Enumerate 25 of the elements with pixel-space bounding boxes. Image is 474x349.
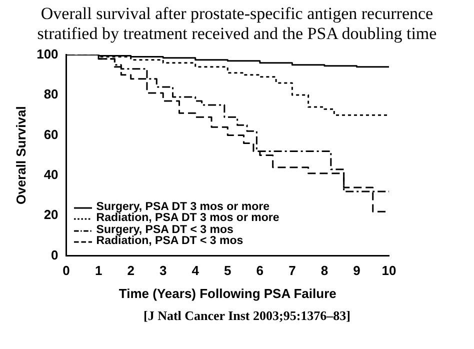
legend-label: Surgery, PSA DT 3 mos or more bbox=[96, 200, 270, 213]
legend-label: Surgery, PSA DT < 3 mos bbox=[96, 224, 234, 236]
y-tick-label: 80 bbox=[44, 86, 58, 102]
y-tick-label: 100 bbox=[36, 46, 58, 62]
x-tick-label: 9 bbox=[353, 263, 360, 278]
x-tick-label: 10 bbox=[382, 263, 396, 278]
legend-label: Radiation, PSA DT 3 mos or more bbox=[96, 212, 280, 225]
x-tick-label: 0 bbox=[62, 263, 70, 278]
y-tick-label: 0 bbox=[51, 247, 58, 262]
x-tick-label: 3 bbox=[159, 263, 167, 278]
x-tick-label: 4 bbox=[192, 263, 200, 278]
x-axis-title: Time (Years) Following PSA Failure bbox=[118, 286, 336, 301]
x-tick-label: 1 bbox=[94, 263, 102, 278]
x-tick-label: 6 bbox=[256, 263, 264, 278]
y-tick-label: 20 bbox=[44, 207, 58, 222]
x-tick-label: 8 bbox=[320, 263, 328, 278]
y-tick-label: 60 bbox=[44, 126, 58, 142]
y-tick-label: 40 bbox=[44, 166, 58, 182]
legend-label: Radiation, PSA DT < 3 mos bbox=[96, 235, 244, 248]
chart-title: Overall survival after prostate-specific antigen recurrence stratified by treatment received and the PSA doubling time bbox=[36, 4, 438, 44]
x-tick-label: 2 bbox=[127, 263, 134, 278]
text: [J Natl Cancer Inst 2003;95:1376–83] bbox=[142, 308, 352, 324]
x-tick-label: 5 bbox=[224, 263, 232, 278]
y-axis-title: Overall Survival bbox=[13, 106, 28, 204]
x-tick-label: 7 bbox=[288, 263, 296, 278]
